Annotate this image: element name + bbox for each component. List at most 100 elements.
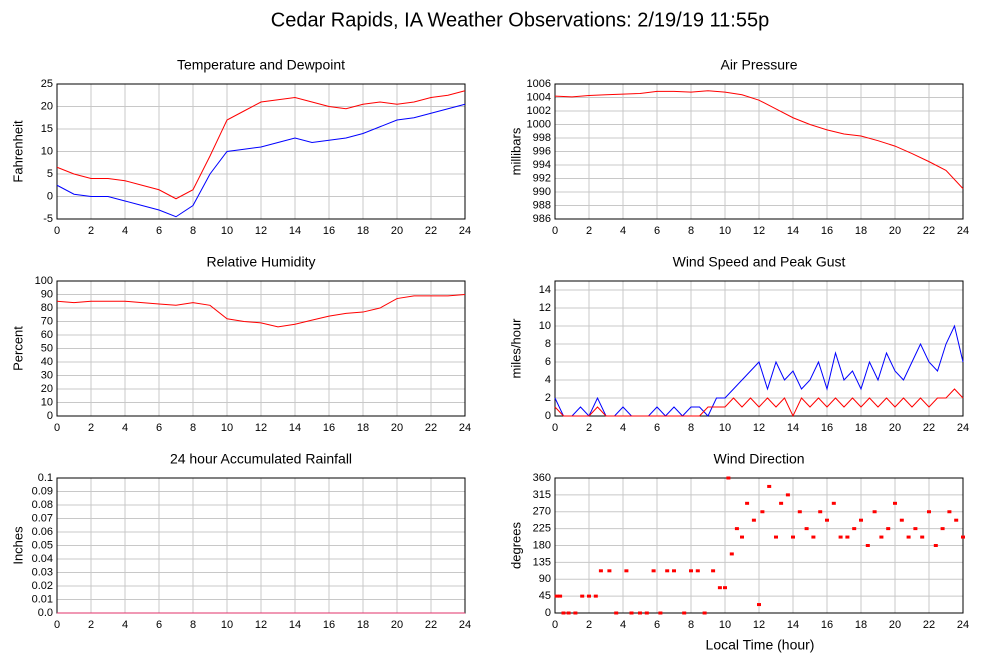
- x-tick-label: 6: [654, 225, 660, 237]
- y-tick-label: 0.01: [32, 593, 53, 605]
- y-tick-label: 990: [533, 186, 551, 198]
- y-axis-label: Percent: [10, 326, 25, 371]
- x-tick-label: 14: [289, 225, 301, 237]
- x-axis-label: Local Time (hour): [706, 637, 815, 653]
- y-tick-label: 0.07: [32, 512, 53, 524]
- data-point: [658, 611, 663, 615]
- y-tick-label: 45: [539, 590, 551, 602]
- y-axis-label: Inches: [10, 526, 25, 565]
- x-tick-label: 24: [957, 619, 969, 631]
- data-point: [879, 535, 884, 539]
- data-point: [598, 569, 603, 573]
- x-tick-label: 18: [357, 225, 369, 237]
- data-point: [558, 594, 563, 598]
- y-tick-label: 1002: [527, 105, 551, 117]
- data-point: [593, 594, 598, 598]
- x-tick-label: 6: [654, 619, 660, 631]
- data-point: [927, 510, 931, 514]
- x-tick-label: 18: [357, 422, 369, 434]
- data-point: [818, 510, 823, 514]
- y-tick-label: 90: [41, 288, 53, 300]
- data-point: [831, 501, 836, 505]
- x-tick-label: 16: [323, 619, 335, 631]
- chart-title: Temperature and Dewpoint: [177, 57, 345, 73]
- x-tick-label: 4: [620, 619, 626, 631]
- data-point: [729, 552, 734, 556]
- data-point: [757, 603, 761, 607]
- data-point: [695, 569, 700, 573]
- x-tick-label: 8: [190, 619, 196, 631]
- y-tick-label: 1004: [527, 91, 551, 103]
- data-point: [913, 527, 918, 531]
- y-tick-label: 994: [533, 159, 551, 171]
- y-tick-label: 0.03: [32, 566, 53, 578]
- y-tick-label: 180: [533, 539, 551, 551]
- y-tick-label: 0.1: [38, 472, 53, 484]
- y-tick-label: 992: [533, 172, 551, 184]
- data-point: [665, 569, 670, 573]
- x-tick-label: 0: [552, 619, 558, 631]
- y-tick-label: 70: [41, 315, 53, 327]
- data-point: [899, 518, 904, 522]
- y-tick-label: 135: [533, 556, 551, 568]
- data-point: [767, 484, 772, 488]
- x-tick-label: 22: [923, 225, 935, 237]
- y-tick-label: 10: [41, 145, 53, 157]
- x-tick-label: 18: [855, 422, 867, 434]
- plot-frame: [554, 280, 964, 417]
- x-tick-label: 16: [821, 225, 833, 237]
- data-point: [825, 518, 829, 522]
- data-point: [644, 611, 649, 615]
- data-point: [566, 611, 571, 615]
- data-point: [554, 594, 559, 598]
- data-point: [811, 535, 816, 539]
- x-tick-label: 2: [88, 619, 94, 631]
- chart-title: Wind Speed and Peak Gust: [673, 254, 846, 270]
- y-tick-label: 0: [545, 607, 551, 619]
- x-tick-label: 20: [391, 619, 403, 631]
- x-tick-label: 2: [88, 225, 94, 237]
- data-point: [751, 518, 756, 522]
- y-tick-label: 0: [47, 410, 53, 422]
- data-line: [554, 324, 964, 417]
- y-tick-label: 10: [41, 396, 53, 408]
- data-point: [872, 510, 877, 514]
- y-tick-label: 270: [533, 506, 551, 518]
- x-tick-label: 4: [620, 225, 626, 237]
- x-tick-label: 24: [957, 225, 969, 237]
- x-tick-label: 2: [586, 619, 592, 631]
- plot-frame: [56, 280, 466, 417]
- data-point: [947, 510, 952, 514]
- y-axis-label: miles/hour: [508, 318, 523, 379]
- data-point: [859, 518, 863, 522]
- data-point: [580, 594, 585, 598]
- y-tick-label: 5: [47, 168, 53, 180]
- data-point: [893, 501, 897, 505]
- x-tick-label: 6: [654, 422, 660, 434]
- y-axis-label: Fahrenheit: [10, 120, 25, 183]
- data-point: [845, 535, 850, 539]
- data-point: [726, 476, 731, 480]
- x-tick-label: 0: [552, 225, 558, 237]
- x-tick-label: 14: [787, 225, 799, 237]
- x-tick-label: 22: [923, 619, 935, 631]
- x-tick-label: 18: [855, 619, 867, 631]
- y-tick-label: 315: [533, 489, 551, 501]
- y-axis-label: degrees: [508, 522, 523, 569]
- data-point: [614, 611, 619, 615]
- x-tick-label: 22: [923, 422, 935, 434]
- data-point: [886, 527, 891, 531]
- y-tick-label: 50: [41, 342, 53, 354]
- y-tick-label: 0.06: [32, 526, 53, 538]
- data-point: [760, 510, 765, 514]
- x-tick-label: 4: [620, 422, 626, 434]
- x-tick-label: 2: [586, 225, 592, 237]
- data-point: [717, 586, 722, 590]
- plot-frame: [56, 83, 466, 220]
- data-point: [629, 611, 634, 615]
- y-tick-label: 40: [41, 356, 53, 368]
- y-tick-label: 996: [533, 145, 551, 157]
- x-tick-label: 0: [552, 422, 558, 434]
- data-point: [689, 569, 693, 573]
- x-tick-label: 8: [688, 225, 694, 237]
